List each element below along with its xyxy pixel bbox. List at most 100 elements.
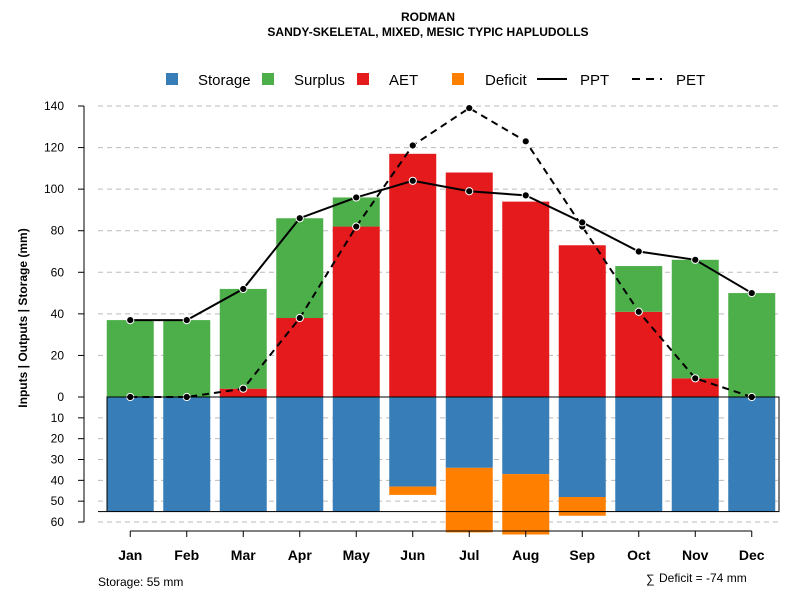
y-tick-label-bottom-30: 30 <box>51 453 65 467</box>
point-ppt-Jan <box>126 315 135 325</box>
point-ppt-Oct <box>634 247 643 256</box>
bar-aet-Apr <box>276 318 324 397</box>
bar-surplus-Dec <box>728 293 776 397</box>
bar-deficit-Sep <box>558 497 606 516</box>
x-tick-label-Nov: Nov <box>682 547 709 563</box>
bar-storage-Mar <box>219 397 267 512</box>
point-ppt-Jun <box>408 176 417 185</box>
point-ppt-May <box>352 193 361 202</box>
point-ppt-Jul <box>465 187 474 196</box>
point-pet-Jul <box>465 103 474 113</box>
chart-title: RODMAN <box>401 10 455 24</box>
y-tick-label-top-80: 80 <box>51 224 65 238</box>
point-ppt-Aug <box>521 191 530 200</box>
point-ppt-Sep <box>578 218 587 227</box>
bar-surplus-Jan <box>106 320 154 397</box>
bar-deficit-Jun <box>389 486 437 495</box>
point-pet-Mar <box>239 384 248 393</box>
bar-surplus-Apr <box>276 218 324 319</box>
bars <box>106 153 776 535</box>
legend: Storage Surplus AET Deficit PPT PET <box>166 72 705 89</box>
bar-storage-Jul <box>445 397 493 468</box>
chart-subtitle: SANDY-SKELETAL, MIXED, MESIC TYPIC HAPLU… <box>267 25 588 39</box>
y-tick-label-bottom-50: 50 <box>51 494 65 508</box>
bar-aet-Nov <box>671 378 719 397</box>
x-tick-label-Jul: Jul <box>459 547 479 563</box>
y-tick-label-top-100: 100 <box>44 182 64 196</box>
x-tick-label-Mar: Mar <box>231 547 256 563</box>
bar-storage-Feb <box>163 397 211 512</box>
point-pet-Apr <box>295 313 304 323</box>
storage-capacity-frame <box>106 396 780 513</box>
bar-storage-Dec <box>728 397 776 512</box>
point-pet-Aug <box>521 137 530 146</box>
bar-storage-May <box>332 397 380 512</box>
y-axis-label: Inputs | Outputs | Storage (mm) <box>16 228 30 407</box>
bar-storage-Apr <box>276 397 324 512</box>
point-pet-May <box>352 222 361 231</box>
point-pet-Jun <box>408 141 417 150</box>
point-ppt-Mar <box>239 284 248 294</box>
point-ppt-Apr <box>295 214 304 223</box>
bar-storage-Aug <box>502 397 550 475</box>
y-tick-label-top-20: 20 <box>51 348 65 362</box>
bar-aet-Oct <box>615 311 663 397</box>
y-tick-label-top-0: 0 <box>57 390 64 404</box>
y-tick-label-top-140: 140 <box>44 99 64 113</box>
x-tick-label-Dec: Dec <box>739 547 765 563</box>
line-pet <box>130 106 753 398</box>
legend-label-aet: AET <box>389 72 418 89</box>
bar-deficit-Jul <box>445 467 493 533</box>
bar-deficit-Aug <box>502 474 550 535</box>
x-tick-label-Jan: Jan <box>118 547 142 563</box>
legend-label-storage: Storage <box>198 72 251 89</box>
bar-surplus-Oct <box>615 266 663 312</box>
y-tick-label-bottom-40: 40 <box>51 473 65 487</box>
y-tick-label-bottom-10: 10 <box>51 411 65 425</box>
bar-aet-Sep <box>558 245 606 397</box>
bar-surplus-Mar <box>219 288 267 389</box>
point-ppt-Nov <box>691 255 700 264</box>
legend-label-surplus: Surplus <box>294 72 345 89</box>
legend-label-ppt: PPT <box>580 72 609 89</box>
point-pet-Oct <box>634 307 643 316</box>
x-tick-label-Sep: Sep <box>569 547 595 563</box>
x-tick-label-May: May <box>343 547 370 563</box>
legend-label-pet: PET <box>676 72 705 89</box>
x-tick-label-Apr: Apr <box>288 547 313 563</box>
legend-swatch-aet <box>357 73 369 85</box>
point-ppt-Feb <box>182 315 191 325</box>
storage-footnote: Storage: 55 mm <box>98 575 183 589</box>
series-lines <box>126 103 756 402</box>
legend-swatch-deficit <box>452 73 464 85</box>
bar-aet-Jun <box>389 153 437 397</box>
y-tick-label-top-60: 60 <box>51 265 65 279</box>
grid-lines <box>98 105 782 523</box>
bar-aet-Aug <box>502 201 550 397</box>
bar-surplus-Feb <box>163 320 211 397</box>
x-tick-label-Aug: Aug <box>512 547 539 563</box>
axes: 0 20 40 60 80 100 120 140 10 20 30 40 50 60 Jan Feb Mar A… <box>44 99 780 563</box>
bar-storage-Jan <box>106 397 154 512</box>
legend-label-deficit: Deficit <box>485 72 528 89</box>
point-pet-Nov <box>691 374 700 383</box>
bar-storage-Sep <box>558 397 606 497</box>
bar-aet-Jul <box>445 172 493 397</box>
deficit-footnote: Deficit = -74 mm <box>659 571 747 585</box>
bar-surplus-Nov <box>671 259 719 379</box>
x-tick-label-Jun: Jun <box>400 547 425 563</box>
sum-symbol: ∑ <box>646 572 655 586</box>
bar-storage-Oct <box>615 397 663 512</box>
bar-aet-May <box>332 226 380 397</box>
legend-swatch-storage <box>166 73 178 85</box>
bar-storage-Nov <box>671 397 719 512</box>
y-tick-label-bottom-20: 20 <box>51 432 65 446</box>
point-ppt-Dec <box>747 288 756 298</box>
y-tick-label-top-40: 40 <box>51 307 65 321</box>
bar-storage-Jun <box>389 397 437 487</box>
bar-aet-Mar <box>219 388 267 397</box>
y-tick-label-bottom-60: 60 <box>51 515 65 529</box>
x-tick-label-Oct: Oct <box>627 547 651 563</box>
line-ppt <box>130 179 753 322</box>
